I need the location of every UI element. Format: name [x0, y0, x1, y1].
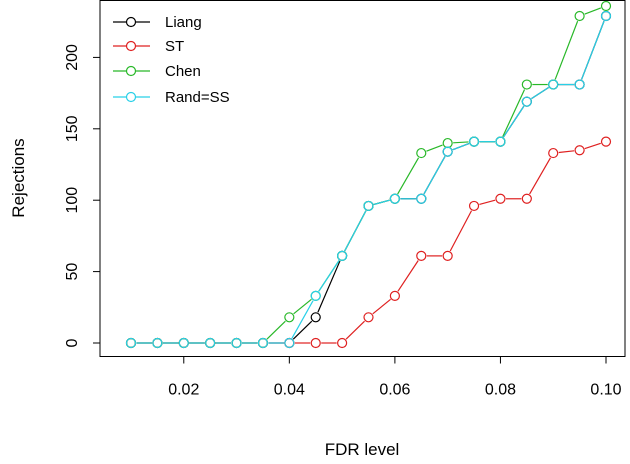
- data-point: [442, 137, 453, 149]
- series-segment: [397, 260, 419, 292]
- series-segment: [453, 141, 469, 144]
- data-point: [521, 79, 532, 90]
- data-point: [468, 136, 480, 147]
- series-segment: [529, 157, 551, 195]
- series-segment: [584, 7, 602, 15]
- data-point: [337, 337, 348, 349]
- data-point: [416, 193, 427, 204]
- data-point: [337, 250, 348, 261]
- series-segment: [373, 199, 390, 206]
- x-axis-title: FDR level: [325, 440, 400, 459]
- series-segment: [449, 210, 473, 252]
- data-point: [310, 290, 321, 301]
- series-segment: [372, 298, 391, 315]
- data-point: [389, 193, 400, 204]
- series-segment: [266, 320, 286, 340]
- data-point: [574, 10, 585, 22]
- y-tick-label: 0: [64, 338, 81, 347]
- series-layer: [125, 0, 612, 349]
- data-point: [310, 312, 321, 323]
- data-point: [284, 312, 295, 323]
- data-point: [205, 337, 216, 349]
- x-tick-label: 0.02: [168, 382, 199, 399]
- data-point: [389, 290, 400, 301]
- data-point: [310, 337, 321, 349]
- series-segment: [423, 156, 446, 195]
- y-tick-label: 200: [64, 44, 81, 71]
- data-point: [548, 147, 559, 159]
- data-point: [521, 96, 532, 107]
- y-axis-title: Rejections: [9, 138, 28, 217]
- x-tick-label: 0.04: [274, 382, 305, 399]
- legend-label: ST: [165, 38, 184, 55]
- y-tick-label: 50: [64, 263, 81, 281]
- data-point: [548, 79, 559, 90]
- series-segment: [584, 142, 601, 150]
- data-point: [363, 312, 374, 323]
- series-segment: [554, 20, 579, 80]
- legend-marker: [125, 91, 137, 103]
- y-tick-label: 100: [64, 187, 81, 214]
- data-point: [574, 145, 585, 156]
- data-point: [363, 200, 374, 212]
- series-segment: [317, 260, 341, 313]
- series-segment: [426, 144, 443, 152]
- y-tick-label: 150: [64, 115, 81, 142]
- data-point: [600, 10, 612, 22]
- data-point: [574, 79, 585, 90]
- data-point: [442, 250, 453, 261]
- data-point: [284, 337, 295, 349]
- x-axis: 0.02 0.04 0.06 0.08 0.10: [168, 356, 622, 399]
- data-point: [416, 250, 427, 261]
- series-segment: [558, 150, 575, 154]
- x-tick-label: 0.10: [590, 382, 621, 399]
- data-point: [521, 193, 532, 204]
- data-point: [468, 200, 480, 212]
- series-segment: [291, 300, 314, 339]
- data-point: [257, 337, 269, 349]
- data-point: [600, 136, 612, 147]
- legend-label: Chen: [165, 63, 201, 80]
- series-segment: [292, 320, 313, 340]
- series-segment: [345, 320, 365, 340]
- legend-label: Rand=SS: [165, 89, 230, 106]
- data-point: [152, 337, 163, 349]
- data-point: [495, 136, 506, 147]
- legend: Liang ST Chen Rand=SS: [113, 14, 230, 106]
- legend-marker: [125, 16, 137, 28]
- data-point: [125, 337, 137, 349]
- data-point: [178, 337, 189, 349]
- data-point: [442, 146, 453, 157]
- x-tick-label: 0.06: [379, 382, 410, 399]
- series-segment: [397, 157, 420, 195]
- series-segment: [344, 210, 367, 252]
- data-point: [416, 147, 427, 159]
- series-segment: [452, 143, 470, 151]
- data-point: [495, 193, 506, 204]
- series-rand-ss: [125, 10, 612, 349]
- plot-frame: [99, 0, 626, 357]
- series-chen: [125, 0, 612, 349]
- series-segment: [581, 20, 605, 80]
- series-st: [125, 136, 612, 349]
- data-point: [231, 337, 242, 349]
- series-segment: [318, 260, 340, 292]
- series-segment: [531, 87, 549, 100]
- series-segment: [502, 89, 526, 137]
- series-segment: [293, 298, 312, 315]
- data-point: [600, 0, 612, 12]
- y-axis: 0 50 100 150 200: [64, 44, 100, 347]
- series-segment: [502, 105, 525, 138]
- legend-marker: [125, 40, 137, 52]
- legend-marker: [125, 65, 137, 77]
- series-segment: [479, 199, 496, 206]
- x-tick-label: 0.08: [485, 382, 516, 399]
- legend-label: Liang: [165, 14, 202, 31]
